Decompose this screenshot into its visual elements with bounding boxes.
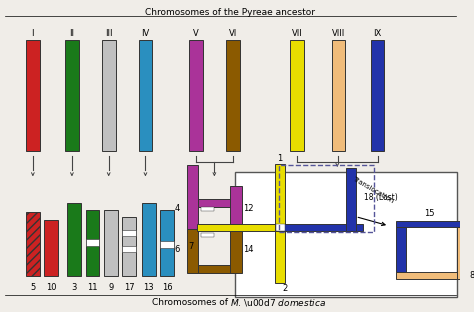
Text: 6: 6 [174,245,180,254]
Bar [280,224,363,231]
Text: Translocation: Translocation [351,176,394,204]
Text: 5: 5 [30,283,36,292]
Bar [396,272,467,279]
Text: 7: 7 [188,241,194,251]
Bar [279,165,374,232]
Bar [275,164,285,231]
Text: 14: 14 [243,245,254,254]
Bar [201,207,214,211]
Text: III: III [105,29,112,38]
Bar [198,266,233,273]
Bar [275,224,284,231]
Bar [371,40,384,151]
Bar [45,220,58,275]
Bar [187,164,198,233]
Bar [26,212,40,275]
Bar [275,231,285,283]
Text: 12: 12 [243,204,254,213]
Text: II: II [69,29,74,38]
Bar [331,40,346,151]
Bar [86,210,100,275]
Bar [230,186,242,231]
Text: Chromosomes of: Chromosomes of [152,298,230,307]
Text: 17: 17 [124,283,135,292]
Bar [142,203,155,275]
Bar [122,230,136,236]
Text: 18 (Lost): 18 (Lost) [364,193,398,202]
Bar [201,233,214,237]
Bar [26,40,40,151]
Text: 13: 13 [143,283,154,292]
Bar [122,246,136,252]
Bar [456,227,466,279]
Text: I: I [32,29,34,38]
Bar [189,40,203,151]
Text: $\it{M}$. \u00d7 $\it{domestica}$: $\it{M}$. \u00d7 $\it{domestica}$ [230,297,327,308]
Bar [396,227,406,272]
Text: 4: 4 [174,204,180,213]
Bar [122,217,136,275]
Text: 2: 2 [283,284,288,293]
Bar [226,40,240,151]
Text: 15: 15 [424,209,434,218]
Bar [197,224,280,231]
Bar [104,210,118,275]
Bar [138,40,152,151]
Bar [396,221,467,227]
Text: 9: 9 [109,283,114,292]
Text: 10: 10 [46,283,56,292]
Text: VIII: VIII [332,29,345,38]
Bar [86,239,100,246]
Bar [187,229,198,273]
Bar [198,199,233,207]
Bar [160,210,174,275]
Text: IV: IV [141,29,150,38]
Bar [290,40,304,151]
Bar [346,168,356,231]
Text: 8: 8 [470,271,474,280]
Bar [160,241,174,248]
Bar [102,40,116,151]
Text: VI: VI [228,29,237,38]
Text: IX: IX [374,29,382,38]
Bar [235,172,456,297]
Text: 11: 11 [87,283,98,292]
Text: 16: 16 [162,283,173,292]
Bar [67,203,81,275]
Text: 3: 3 [72,283,77,292]
Text: 1: 1 [277,154,283,163]
Text: VII: VII [292,29,302,38]
Text: V: V [193,29,199,38]
Bar [230,231,242,273]
Text: Chromosomes of the Pyreae ancestor: Chromosomes of the Pyreae ancestor [146,8,316,17]
Bar [65,40,79,151]
